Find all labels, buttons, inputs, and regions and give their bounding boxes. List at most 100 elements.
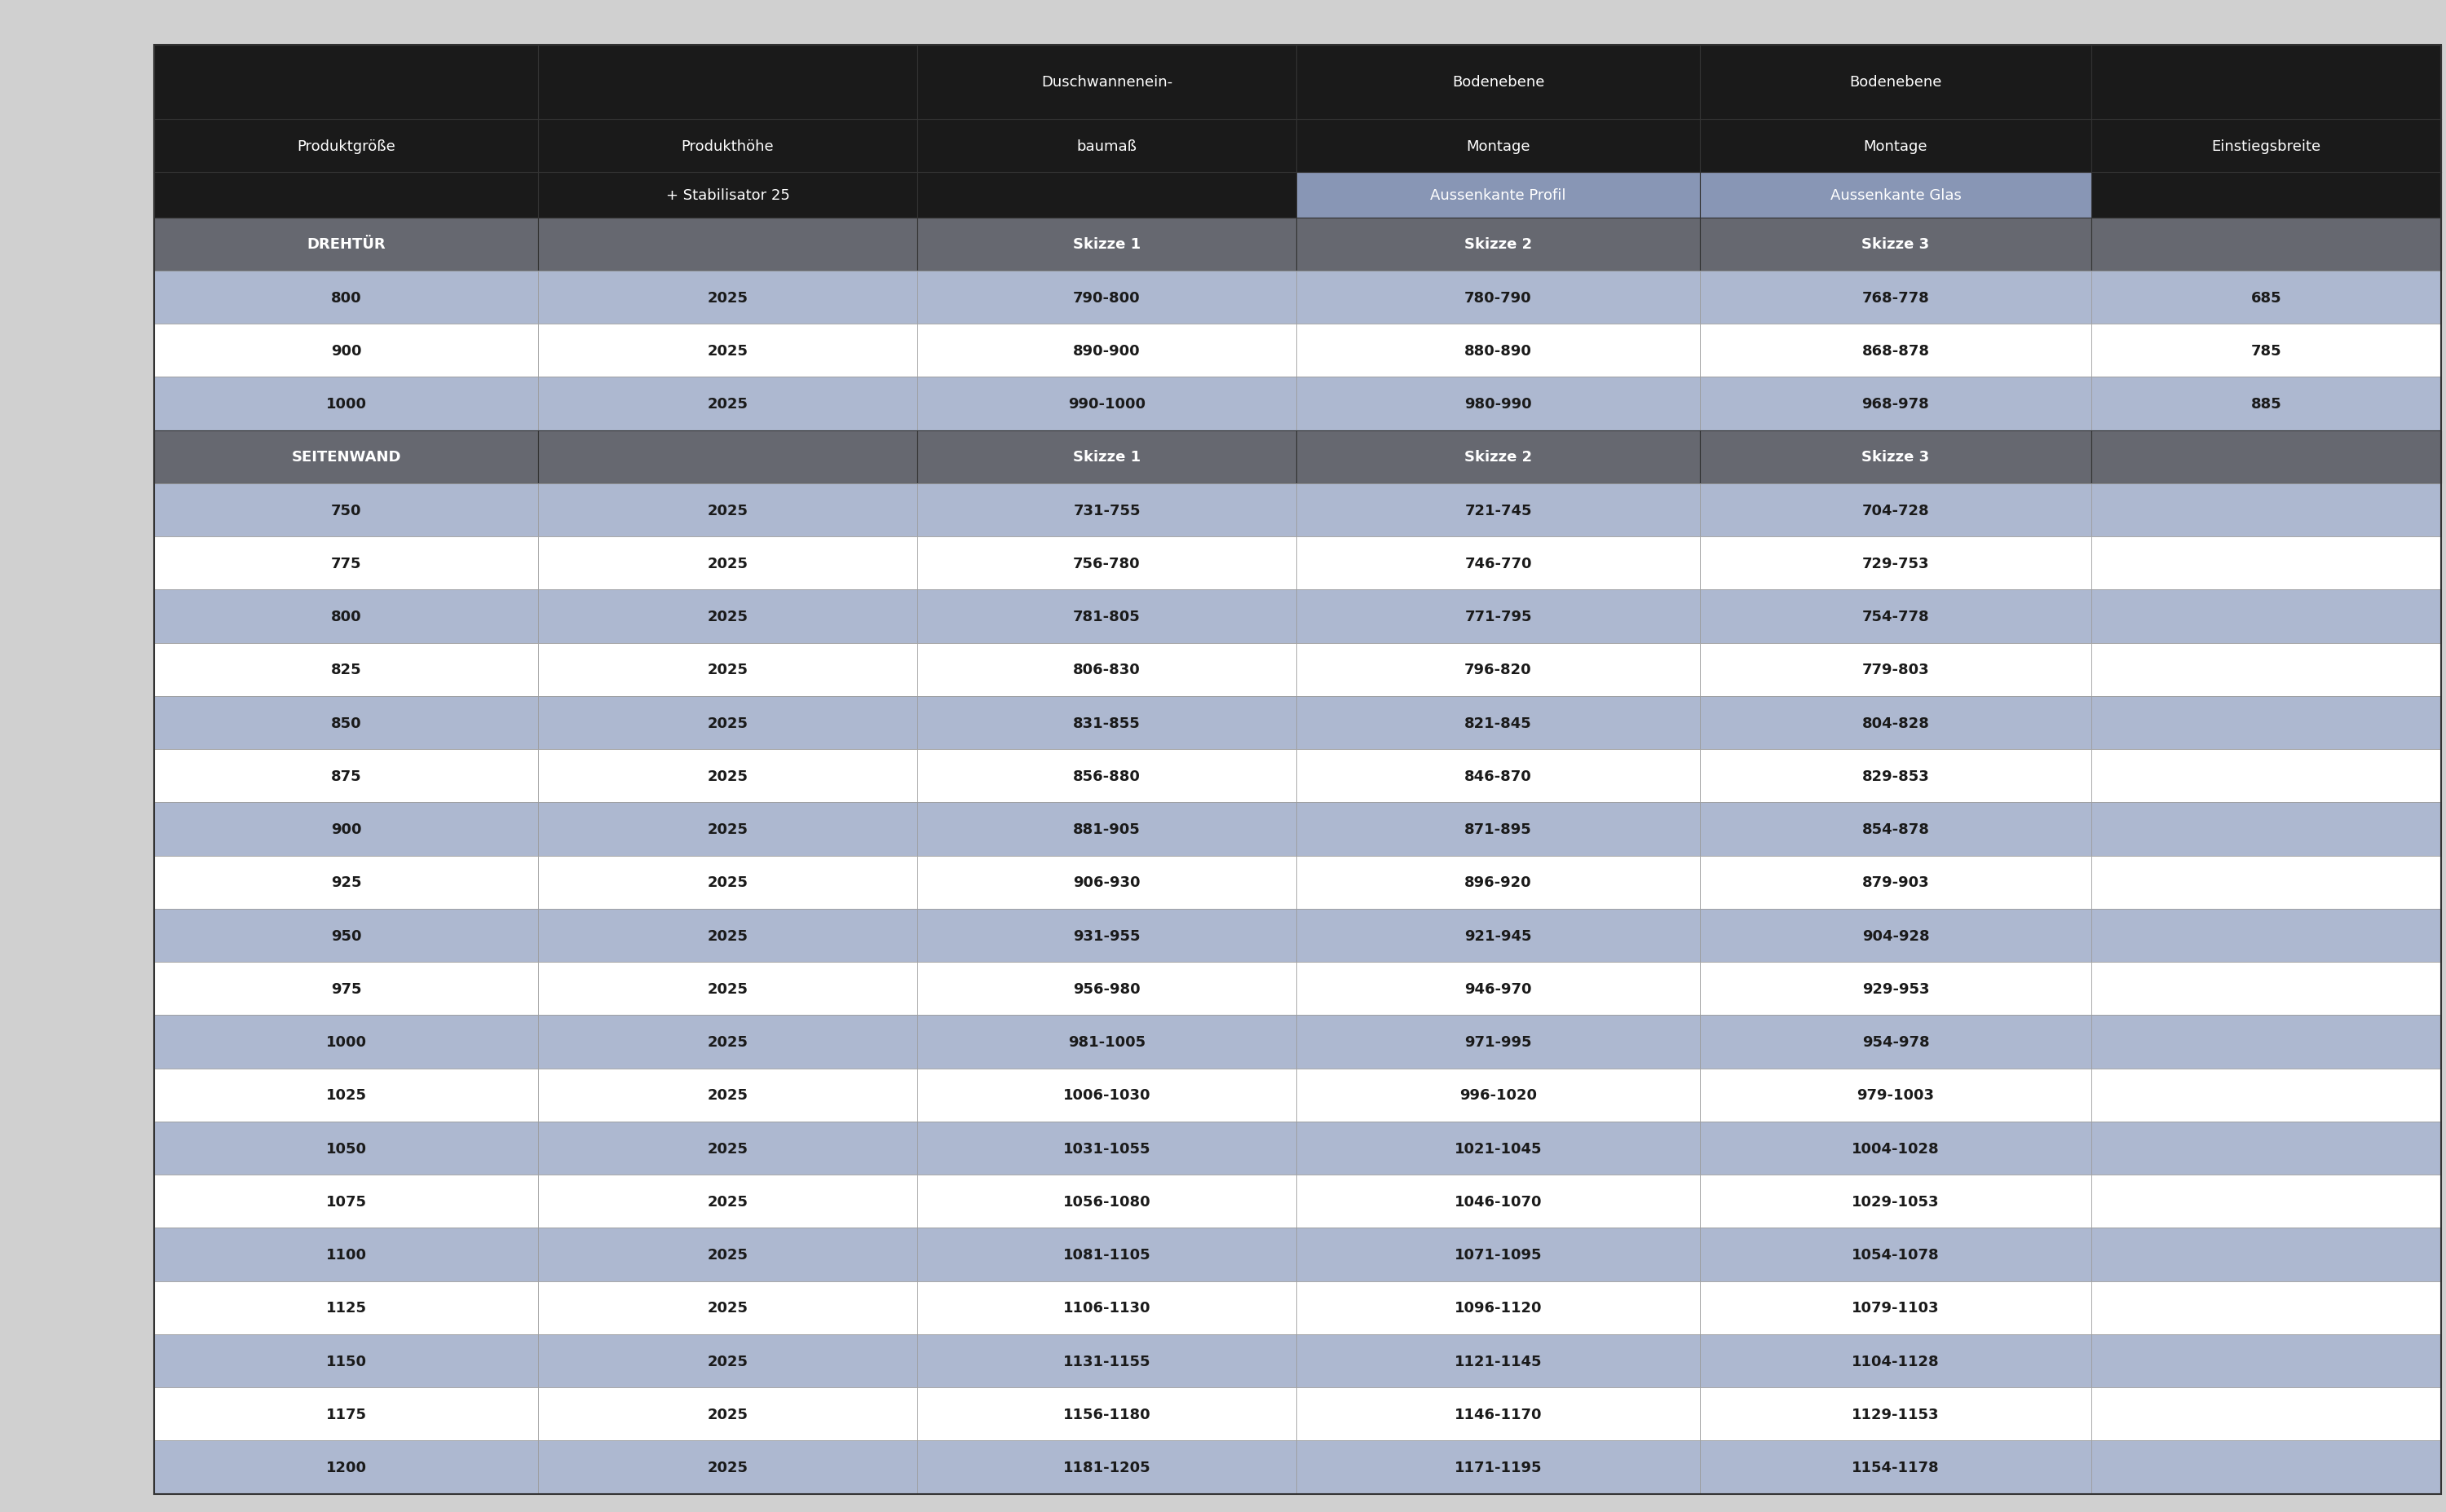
Text: 704-728: 704-728 xyxy=(1861,503,1930,517)
Bar xyxy=(538,1228,917,1281)
Text: Aussenkante Profil: Aussenkante Profil xyxy=(1431,187,1565,203)
Bar xyxy=(917,962,1296,1016)
Bar xyxy=(154,431,538,484)
Bar xyxy=(538,1335,917,1388)
Bar xyxy=(1700,45,2091,218)
Bar xyxy=(1700,271,2091,325)
Text: SEITENWAND: SEITENWAND xyxy=(291,451,401,464)
Bar xyxy=(1700,537,2091,590)
Bar xyxy=(1296,1175,1700,1228)
Text: Duschwannenein-: Duschwannenein- xyxy=(1042,76,1172,89)
Bar xyxy=(2091,856,2441,909)
Bar xyxy=(1296,45,1700,218)
Text: 1125: 1125 xyxy=(325,1300,367,1315)
Bar xyxy=(1296,1441,1700,1494)
Text: 931-955: 931-955 xyxy=(1074,928,1140,943)
Text: 1096-1120: 1096-1120 xyxy=(1455,1300,1541,1315)
Text: 771-795: 771-795 xyxy=(1465,609,1531,624)
Text: 1175: 1175 xyxy=(325,1406,367,1421)
Text: 2025: 2025 xyxy=(707,662,748,677)
Bar xyxy=(1296,697,1700,750)
Text: 1200: 1200 xyxy=(325,1461,367,1474)
Text: 1025: 1025 xyxy=(325,1087,367,1102)
Bar xyxy=(1700,325,2091,378)
Bar xyxy=(538,750,917,803)
Text: 1131-1155: 1131-1155 xyxy=(1064,1353,1150,1368)
Text: 2025: 2025 xyxy=(707,1461,748,1474)
Bar xyxy=(917,1228,1296,1281)
Bar xyxy=(2091,750,2441,803)
Text: 2025: 2025 xyxy=(707,1247,748,1263)
Text: 846-870: 846-870 xyxy=(1465,770,1531,783)
Text: Skizze 3: Skizze 3 xyxy=(1861,451,1930,464)
Text: 2025: 2025 xyxy=(707,503,748,517)
Bar xyxy=(154,1069,538,1122)
Bar xyxy=(1296,218,1700,271)
Text: Aussenkante Glas: Aussenkante Glas xyxy=(1830,187,1962,203)
Text: Montage: Montage xyxy=(1864,139,1927,154)
Text: 850: 850 xyxy=(330,715,362,730)
Text: 2025: 2025 xyxy=(707,875,748,891)
Bar xyxy=(538,378,917,431)
Bar xyxy=(154,697,538,750)
Text: 856-880: 856-880 xyxy=(1074,770,1140,783)
Bar xyxy=(917,1069,1296,1122)
Bar xyxy=(538,271,917,325)
Text: 685: 685 xyxy=(2250,290,2282,305)
Bar xyxy=(917,1016,1296,1069)
Bar xyxy=(2091,590,2441,644)
Bar xyxy=(1700,1335,2091,1388)
Text: 925: 925 xyxy=(330,875,362,891)
Bar xyxy=(1296,484,1700,537)
Text: Produktgröße: Produktgröße xyxy=(296,139,396,154)
Text: Skizze 1: Skizze 1 xyxy=(1074,451,1140,464)
Bar xyxy=(1296,1122,1700,1175)
Bar xyxy=(1700,803,2091,856)
Text: 990-1000: 990-1000 xyxy=(1069,396,1145,411)
Bar xyxy=(154,378,538,431)
Text: 2025: 2025 xyxy=(707,823,748,836)
Text: 2025: 2025 xyxy=(707,1142,748,1155)
Bar xyxy=(2091,431,2441,484)
Text: 1075: 1075 xyxy=(325,1194,367,1208)
Bar xyxy=(154,962,538,1016)
Bar xyxy=(154,909,538,962)
Text: 750: 750 xyxy=(330,503,362,517)
Text: Skizze 1: Skizze 1 xyxy=(1074,237,1140,253)
Bar xyxy=(2091,325,2441,378)
Bar xyxy=(2091,271,2441,325)
Bar xyxy=(2091,1228,2441,1281)
Bar xyxy=(154,644,538,697)
Bar xyxy=(1700,172,2091,218)
Bar xyxy=(2091,803,2441,856)
Bar xyxy=(1700,1281,2091,1335)
Text: 831-855: 831-855 xyxy=(1074,715,1140,730)
Bar xyxy=(538,1016,917,1069)
Bar xyxy=(917,271,1296,325)
Bar xyxy=(538,484,917,537)
Bar xyxy=(2091,537,2441,590)
Bar xyxy=(154,484,538,537)
Text: 896-920: 896-920 xyxy=(1465,875,1531,891)
Text: 2025: 2025 xyxy=(707,1194,748,1208)
Text: 921-945: 921-945 xyxy=(1465,928,1531,943)
Bar xyxy=(154,271,538,325)
Bar xyxy=(2091,1281,2441,1335)
Bar xyxy=(917,1175,1296,1228)
Text: 971-995: 971-995 xyxy=(1465,1034,1531,1049)
Bar xyxy=(1296,644,1700,697)
Bar xyxy=(2091,1441,2441,1494)
Bar xyxy=(1296,271,1700,325)
Bar xyxy=(1296,1228,1700,1281)
Bar xyxy=(154,1281,538,1335)
Text: 871-895: 871-895 xyxy=(1465,823,1531,836)
Bar xyxy=(917,378,1296,431)
Text: 1000: 1000 xyxy=(325,1034,367,1049)
Bar xyxy=(538,590,917,644)
Text: 2025: 2025 xyxy=(707,343,748,358)
Bar xyxy=(1700,750,2091,803)
Text: 2025: 2025 xyxy=(707,1406,748,1421)
Bar xyxy=(538,1281,917,1335)
Bar xyxy=(1700,431,2091,484)
Text: 975: 975 xyxy=(330,981,362,996)
